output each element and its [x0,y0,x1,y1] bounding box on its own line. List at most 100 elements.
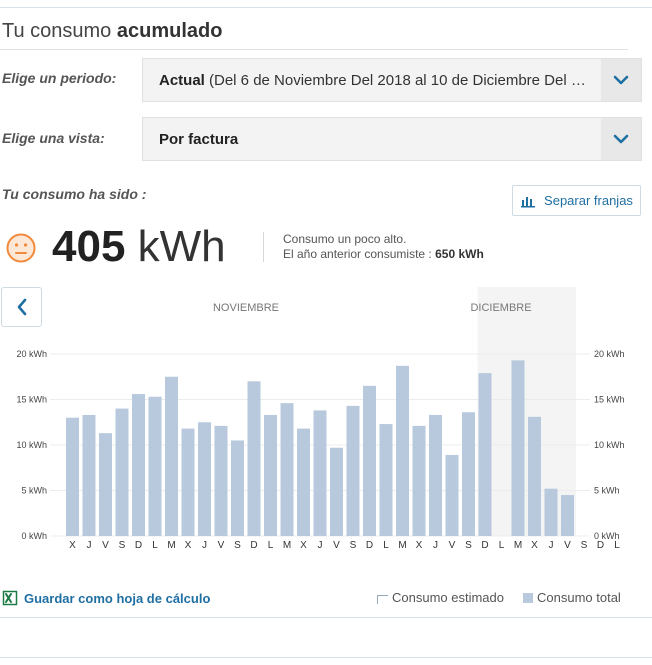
x-tick-label: S [119,540,126,551]
month-band-december [477,287,576,536]
period-select[interactable]: Actual (Del 6 de Noviembre Del 2018 al 1… [142,58,642,102]
consumption-unit: kWh [137,222,226,271]
x-tick-label: L [268,540,274,551]
bar [165,376,178,536]
top-divider [0,7,652,8]
month-label: DICIEMBRE [470,302,531,314]
legend-total: Consumo total [523,590,621,605]
period-value-bold: Actual [159,72,205,89]
bar [445,455,459,536]
view-select[interactable]: Por factura [142,117,642,161]
save-spreadsheet-link[interactable]: Guardar como hoja de cálculo [2,590,210,606]
y-tick-label-right: 0 kWh [594,531,620,541]
view-value: Por factura [159,131,591,148]
bar [462,412,475,536]
x-tick-label: D [135,540,142,551]
bar [148,396,162,536]
month-label: NOVIEMBRE [213,302,279,314]
consumption-value: 405 [52,222,126,271]
footer-divider [0,617,652,618]
page-title: Tu consumo acumulado [2,20,222,43]
x-tick-label: X [531,540,538,551]
consumption-total: 405 kWh [52,220,226,274]
chevron-down-icon [613,134,629,144]
x-tick-label: L [499,540,505,551]
legend-estimated-swatch [377,595,388,604]
period-value-rest: (Del 6 de Noviembre Del 2018 al 10 de Di… [209,72,591,89]
x-tick-label: L [614,540,620,551]
x-tick-label: D [481,540,488,551]
x-tick-label: S [581,540,588,551]
x-tick-label: D [597,540,604,551]
previous-year-value: 650 kWh [435,247,484,261]
consumption-label: Tu consumo ha sido : [2,186,147,202]
save-spreadsheet-label: Guardar como hoja de cálculo [24,590,211,606]
x-tick-label: V [564,540,571,551]
x-tick-label: D [366,540,373,551]
y-tick-label-left: 20 kWh [16,349,47,359]
y-tick-label-right: 15 kWh [594,395,625,405]
view-label: Elige una vista: [2,130,105,146]
x-tick-label: X [185,540,192,551]
bar [280,403,294,536]
x-tick-label: J [87,540,92,551]
bar [313,410,327,536]
y-tick-label-right: 10 kWh [594,440,625,450]
legend-total-swatch [523,592,533,603]
x-tick-label: M [167,540,175,551]
neutral-face-icon [6,233,36,263]
separate-bands-label: Separar franjas [544,193,633,208]
y-tick-label-right: 20 kWh [594,349,625,359]
bar [99,433,112,536]
view-caret[interactable] [601,118,641,160]
x-tick-label: X [416,540,423,551]
bar [115,408,129,536]
y-tick-label-left: 15 kWh [16,395,47,405]
legend-total-label: Consumo total [537,590,621,605]
x-tick-label: D [250,540,257,551]
bar [198,422,211,536]
x-tick-label: J [202,540,207,551]
title-divider [0,49,628,50]
bar [264,414,277,536]
period-value: Actual (Del 6 de Noviembre Del 2018 al 1… [159,72,591,89]
title-bold: acumulado [116,20,223,42]
consumption-chart: NOVIEMBRE DICIEMBRE 0 kWh 0 kWh 5 kWh 5 kWh 10… [16,287,625,551]
period-caret[interactable] [601,59,641,101]
bar [231,440,244,536]
note-line-1: Consumo un poco alto. [283,232,407,246]
view-value-bold: Por factura [159,131,239,148]
bottom-divider [0,657,652,658]
x-tick-label: M [514,540,522,551]
x-tick-label: V [333,540,340,551]
bar [412,425,426,536]
bar [346,405,360,536]
x-tick-label: J [433,540,438,551]
x-tick-label: S [234,540,241,551]
y-tick-label-right: 5 kWh [594,486,620,496]
bar [511,360,525,536]
separate-bands-button[interactable]: Separar franjas [512,185,641,216]
x-tick-label: L [152,540,158,551]
bar [544,488,558,536]
y-tick-label-left: 5 kWh [21,486,47,496]
bar [396,365,409,536]
bar [214,425,228,536]
spreadsheet-icon [2,590,18,606]
y-tick-label-left: 0 kWh [21,531,47,541]
bar [363,385,376,536]
bar [297,428,310,536]
title-prefix: Tu consumo [2,20,112,42]
x-tick-label: S [465,540,472,551]
bar-chart-icon [521,196,536,207]
note-line-2: El año anterior consumiste : 650 kWh [283,247,484,262]
x-tick-label: V [102,540,109,551]
x-tick-label: S [350,540,357,551]
note-prefix: El año anterior consumiste : [283,247,432,261]
prev-period-button[interactable] [1,287,42,327]
bar [181,428,195,536]
legend-estimated-label: Consumo estimado [392,590,504,605]
x-tick-label: X [69,540,76,551]
bar [528,416,541,536]
x-tick-label: V [449,540,456,551]
